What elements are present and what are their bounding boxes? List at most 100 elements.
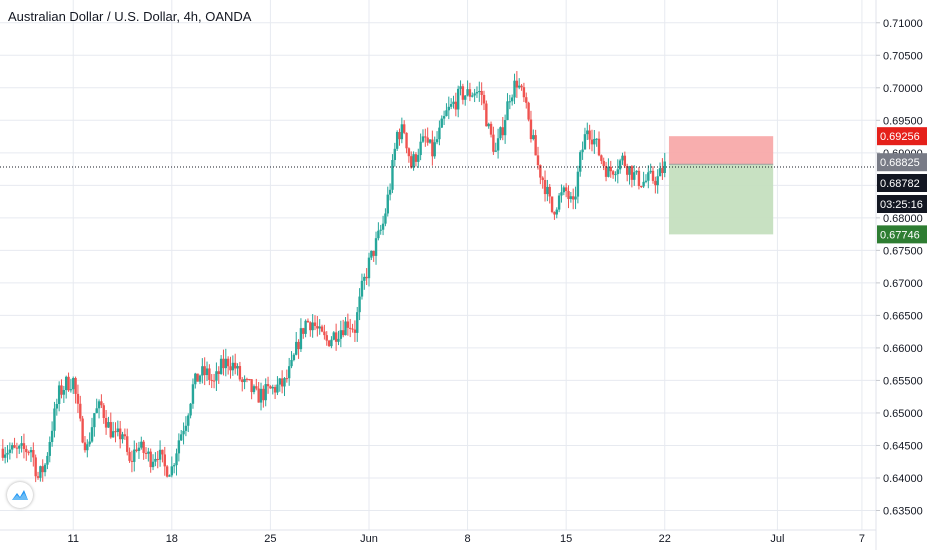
y-tick-label: 0.65500 — [883, 375, 923, 387]
candle-body — [482, 94, 486, 104]
candle-body — [593, 138, 596, 145]
candle-countdown-label-bg — [877, 194, 927, 213]
candle-body — [140, 441, 143, 448]
candle-body — [295, 341, 298, 355]
candle-body — [128, 451, 131, 461]
candle-body — [435, 139, 439, 143]
candle-body — [574, 196, 577, 200]
candle-body — [67, 376, 70, 391]
candle-body — [121, 434, 124, 440]
candle-body — [1, 448, 5, 458]
candle-body — [614, 174, 617, 176]
candle-body — [327, 340, 331, 347]
candle-body — [353, 329, 357, 333]
candle-body — [165, 466, 169, 477]
y-tick-label: 0.68000 — [883, 213, 923, 225]
candle-body — [468, 89, 472, 97]
candle-body — [248, 378, 251, 380]
y-tick-label: 0.66500 — [883, 310, 923, 322]
candle-body — [363, 276, 366, 281]
candle-body — [644, 180, 648, 182]
candle-body — [13, 445, 16, 448]
candle-body — [529, 119, 533, 140]
candle-body — [198, 375, 202, 382]
candle-body — [496, 138, 500, 151]
x-tick-label: 15 — [560, 533, 572, 545]
candle-body — [135, 449, 138, 451]
short-position-tool[interactable] — [668, 136, 774, 235]
candle-body — [3, 454, 7, 458]
candle-body — [581, 149, 584, 153]
candle-body — [177, 440, 181, 454]
stop-loss-zone[interactable] — [668, 136, 774, 165]
tradingview-logo[interactable] — [7, 482, 33, 508]
candle-body — [452, 101, 455, 105]
candle-body — [20, 443, 23, 446]
candle-body — [151, 461, 155, 468]
candle-body — [226, 358, 230, 367]
candle-body — [567, 190, 570, 199]
candle-body — [595, 138, 598, 140]
candle-body — [334, 332, 338, 342]
y-tick-label: 0.66000 — [883, 343, 923, 355]
candle-body — [562, 187, 566, 193]
candle-body — [663, 161, 666, 174]
candle-body — [53, 408, 56, 431]
stop-price-label-bg — [877, 127, 927, 146]
y-tick-label: 0.69500 — [883, 115, 923, 127]
candle-body — [62, 390, 66, 395]
candle-body — [583, 134, 587, 150]
stop-price-label: 0.69256 — [880, 131, 920, 143]
candle-body — [72, 378, 75, 390]
candle-body — [255, 386, 258, 389]
candle-body — [86, 444, 89, 451]
candle-body — [276, 384, 279, 393]
candle-body — [22, 443, 26, 449]
candle-body — [440, 118, 443, 128]
candle-body — [534, 135, 537, 156]
candle-body — [466, 89, 469, 96]
candle-body — [654, 180, 657, 186]
candle-body — [283, 378, 286, 387]
take-profit-zone[interactable] — [668, 164, 774, 235]
candle-body — [473, 93, 476, 96]
candle-body — [637, 170, 641, 187]
candle-body — [287, 366, 291, 379]
candle-body — [8, 449, 12, 453]
candle-body — [508, 101, 512, 103]
candle-body — [109, 422, 112, 438]
candle-body — [111, 431, 115, 438]
candle-body — [503, 120, 507, 136]
candle-body — [269, 386, 272, 389]
candle-body — [196, 373, 199, 382]
candle-body — [356, 312, 359, 333]
candle-body — [586, 130, 589, 135]
candle-body — [550, 196, 554, 212]
candle-body — [609, 166, 612, 172]
candle-body — [74, 378, 77, 394]
candle-body — [222, 358, 225, 369]
candle-body — [651, 170, 655, 181]
candle-body — [480, 90, 483, 95]
candle-body — [475, 92, 479, 94]
candle-body — [93, 413, 96, 428]
candle-body — [203, 366, 206, 376]
candle-body — [391, 160, 394, 190]
candle-body — [344, 321, 347, 336]
candle-body — [250, 379, 253, 393]
target-price-label: 0.67746 — [880, 229, 920, 241]
time-axis[interactable]: 11 18 25 Jun 8 15 22 Jul 7 — [68, 533, 865, 545]
candle-body — [421, 136, 425, 142]
candle-body — [18, 445, 21, 449]
candle-body — [428, 139, 432, 143]
candle-body — [374, 238, 378, 256]
candle-body — [15, 447, 19, 449]
candle-body — [560, 192, 563, 196]
candle-body — [388, 189, 392, 195]
candle-body — [161, 449, 164, 455]
candle-body — [417, 155, 420, 162]
price-axis[interactable]: 0.710000.705000.700000.695000.690000.685… — [876, 18, 923, 518]
candle-body — [576, 171, 580, 197]
candle-body — [6, 452, 9, 455]
